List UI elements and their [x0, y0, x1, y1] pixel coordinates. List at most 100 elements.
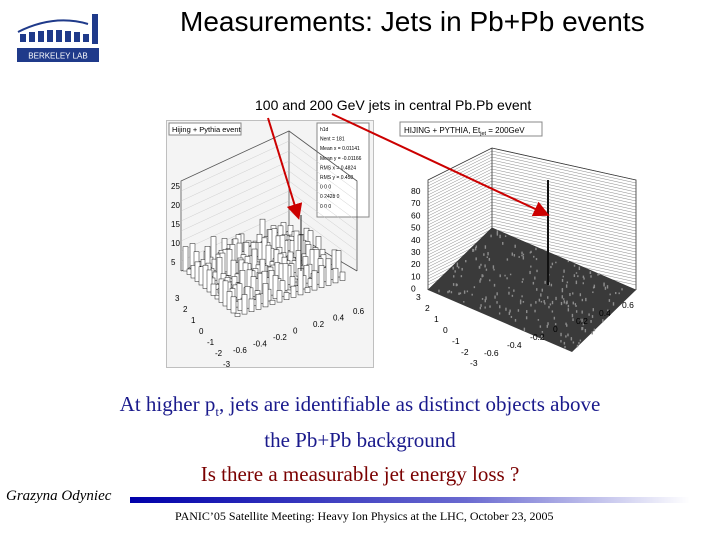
right-floor-speck — [509, 273, 512, 276]
right-plot-label: HIJING + PYTHIA, Et — [404, 126, 481, 135]
right-floor-speck — [572, 301, 574, 305]
left-lego-bar — [234, 312, 241, 317]
right-floor-speck — [546, 324, 549, 328]
right-floor-speck — [513, 254, 516, 257]
right-floor-speck — [553, 316, 556, 320]
right-floor-speck — [570, 337, 573, 341]
right-floor-speck — [492, 265, 495, 269]
caption-text-start: At higher p — [119, 392, 216, 416]
left-lego-bar — [206, 269, 213, 293]
left-stats-line: 0 0 0 — [320, 185, 331, 191]
left-lego-bar — [250, 276, 257, 297]
right-floor-speck — [456, 262, 459, 266]
right-floor-speck — [506, 277, 508, 280]
right-floor-speck — [511, 252, 514, 256]
right-floor-speck — [602, 319, 604, 323]
right-floor-speck — [571, 313, 574, 318]
right-floor-speck — [581, 327, 584, 330]
right-floor-speck — [518, 256, 520, 258]
right-floor-speck — [454, 270, 456, 273]
right-floor-speck — [565, 284, 568, 288]
right-floor-speck — [453, 275, 455, 278]
right-floor-speck — [539, 325, 542, 328]
right-floor-speck — [461, 267, 463, 271]
left-z-tick: 25 — [171, 182, 180, 191]
logo-text: BERKELEY LAB — [28, 52, 87, 61]
right-x-tick: 0.4 — [599, 308, 611, 318]
right-floor-speck — [563, 269, 565, 273]
left-y-tick: 2 — [183, 305, 188, 314]
right-floor-speck — [589, 271, 592, 274]
right-floor-speck — [460, 275, 463, 278]
right-floor-speck — [582, 282, 584, 285]
right-floor-speck — [547, 322, 549, 326]
right-floor-speck — [496, 230, 499, 234]
right-floor-speck — [521, 295, 523, 298]
right-floor-speck — [592, 291, 594, 294]
right-floor-speck — [456, 283, 458, 286]
right-floor-speck — [514, 318, 517, 322]
right-floor-speck — [522, 278, 524, 281]
right-floor-speck — [508, 291, 510, 295]
right-floor-speck — [609, 293, 611, 296]
right-floor-speck — [519, 299, 522, 303]
right-floor-speck — [530, 265, 532, 268]
right-y-tick: 2 — [425, 303, 430, 313]
left-stats-line: Nent = 181 — [320, 137, 345, 143]
plot-annotation: 100 and 200 GeV jets in central Pb.Pb ev… — [255, 97, 532, 113]
left-lego-bar — [318, 265, 325, 288]
right-floor-speck — [567, 333, 569, 337]
right-floor-speck — [463, 301, 465, 303]
right-floor-speck — [567, 308, 570, 312]
right-floor-speck — [540, 300, 543, 303]
right-floor-speck — [555, 261, 557, 264]
right-floor-speck — [475, 245, 478, 248]
right-floor-speck — [541, 288, 543, 292]
left-lego-bar — [283, 292, 290, 300]
main-caption: At higher pt, jets are identifiable as d… — [40, 390, 680, 455]
right-floor-speck — [480, 278, 482, 281]
right-floor-speck — [485, 296, 487, 300]
right-floor-speck — [551, 262, 554, 266]
left-lego-bar — [279, 280, 286, 297]
left-lego-bar — [262, 283, 269, 308]
left-z-tick: 15 — [171, 220, 180, 229]
right-floor-speck — [572, 292, 574, 295]
right-floor-speck — [584, 328, 587, 333]
right-x-tick: -0.6 — [484, 348, 499, 358]
right-floor-speck — [579, 293, 582, 297]
right-floor-speck — [612, 302, 615, 306]
caption-text-end: , jets are identifiable as distinct obje… — [218, 392, 601, 416]
right-z-tick: 0 — [411, 284, 416, 294]
author-name: Grazyna Odyniec — [6, 488, 112, 504]
left-y-tick: 3 — [175, 294, 180, 303]
right-floor-speck — [582, 275, 585, 278]
right-floor-speck — [573, 264, 576, 267]
right-floor-speck — [438, 289, 440, 293]
right-floor-speck — [573, 274, 576, 278]
right-floor-speck — [499, 274, 501, 278]
right-floor-speck — [509, 309, 511, 313]
right-floor-speck — [530, 303, 532, 307]
right-floor-speck — [511, 294, 514, 297]
right-floor-speck — [547, 296, 549, 299]
right-floor-speck — [496, 301, 498, 304]
right-floor-speck — [603, 282, 605, 285]
right-floor-speck — [560, 332, 562, 337]
right-floor-speck — [452, 266, 454, 270]
right-floor-speck — [521, 254, 523, 257]
right-floor-speck — [540, 334, 543, 338]
right-floor-speck — [603, 283, 605, 287]
right-floor-speck — [482, 274, 484, 277]
right-z-tick: 20 — [411, 259, 421, 269]
right-floor-speck — [471, 293, 473, 296]
right-floor-speck — [575, 310, 578, 313]
left-lego-bar — [335, 250, 342, 278]
left-lego-bar — [272, 275, 279, 299]
right-floor-speck — [574, 303, 577, 306]
right-floor-speck — [604, 286, 607, 290]
right-y-tick: 1 — [434, 314, 439, 324]
right-floor-speck — [506, 258, 509, 261]
left-x-tick: 0.4 — [333, 314, 345, 323]
left-y-tick: -1 — [207, 338, 215, 347]
